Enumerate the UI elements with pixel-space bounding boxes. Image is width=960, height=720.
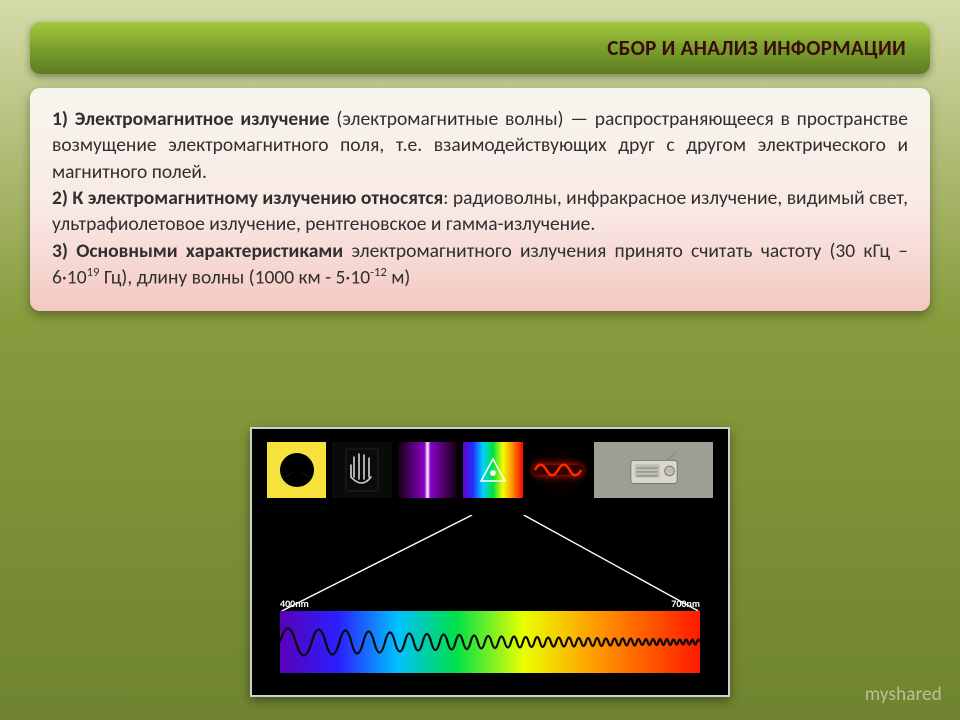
radiation-icon (267, 442, 326, 498)
paragraph-3: 3) Основными характеристиками электромаг… (52, 238, 908, 291)
spectrum-diagram: 0.01nm 1nm 100nm (250, 427, 730, 697)
segment-gamma: 0.01nm (266, 441, 327, 499)
p3-sup1: 19 (87, 265, 100, 280)
xray-hand-icon (344, 447, 380, 493)
p3-sup2: -12 (370, 265, 387, 280)
p2-number: 2) (52, 186, 68, 210)
segment-visible (462, 441, 523, 499)
heater-coil-icon (531, 455, 585, 485)
radio-icon (625, 450, 683, 490)
p2-lead: К электромагнитному излучению относятся (72, 186, 443, 210)
segment-xray: 1nm (331, 441, 392, 499)
segment-ir: 1mm (528, 441, 589, 499)
header-bar: СБОР И АНАЛИЗ ИНФОРМАЦИИ (30, 22, 930, 74)
segment-microwave: 1cm 1m 1km (593, 441, 714, 499)
content-panel: 1) Электромагнитное излучение (электрома… (30, 88, 930, 311)
p3-lead: Основными характеристиками (76, 239, 343, 263)
header-title: СБОР И АНАЛИЗ ИНФОРМАЦИИ (607, 35, 906, 61)
p3-text-b: Гц), длину волны (1000 км - 5·10 (99, 265, 370, 289)
visible-spectrum-band (280, 611, 700, 673)
p3-text-c: м) (387, 265, 411, 289)
spectrum-strip: 0.01nm 1nm 100nm (266, 441, 714, 499)
paragraph-1: 1) Электромагнитное излучение (электрома… (52, 106, 908, 185)
p1-number: 1) (52, 107, 68, 131)
segment-uv: 100nm (397, 441, 458, 499)
p3-number: 3) (52, 239, 68, 263)
p1-lead: Электромагнитное излучение (75, 107, 330, 131)
prism-icon (463, 442, 522, 498)
visible-left-label: 400nm (280, 597, 309, 610)
paragraph-2: 2) К электромагнитному излучению относят… (52, 185, 908, 238)
watermark: myshared (865, 683, 942, 706)
expansion-lines (252, 515, 728, 611)
visible-right-label: 700nm (671, 597, 700, 610)
